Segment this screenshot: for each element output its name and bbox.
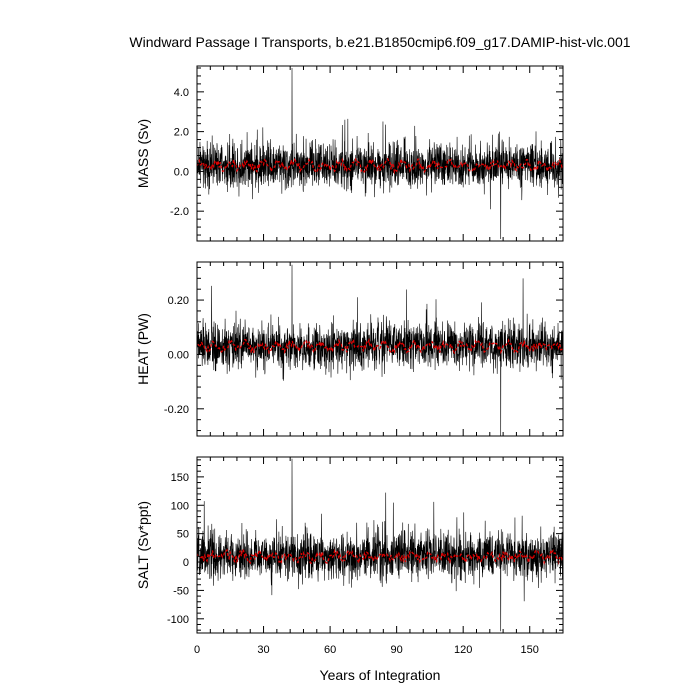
y-tick-label: -2.0	[170, 206, 189, 218]
monthly-series-line	[197, 67, 563, 240]
y-tick-label: -50	[173, 585, 189, 597]
y-tick-label: 100	[171, 500, 189, 512]
y-tick-label: 50	[177, 529, 189, 541]
x-tick-label: 0	[194, 644, 200, 656]
panel-frame	[196, 65, 564, 242]
y-tick-label: 0.00	[168, 349, 189, 361]
y-axis-label: MASS (Sv)	[135, 119, 151, 188]
salt-panel: -100 -50 0 50 100 150 0 30 60 90 120 150 SALT (Sv*pp…	[135, 456, 564, 656]
x-tick-label: 60	[324, 644, 336, 656]
monthly-series-line	[197, 458, 563, 632]
y-axis-label: SALT (Sv*ppt)	[135, 501, 151, 589]
y-tick-label: 4.0	[174, 87, 189, 99]
mass-panel: -2.0 0.0 2.0 4.0 MASS (Sv)	[135, 65, 564, 242]
y-tick-label: -0.20	[164, 404, 189, 416]
annual-mean-line	[197, 547, 563, 566]
x-axis-label: Years of Integration	[320, 667, 441, 683]
heat-panel: -0.20 0.00 0.20 HEAT (PW)	[135, 261, 564, 437]
y-tick-label: 2.0	[174, 127, 189, 139]
y-tick-label: 0	[183, 557, 189, 569]
panel-frame	[196, 261, 564, 437]
x-tick-label: 30	[257, 644, 269, 656]
chart-title: Windward Passage I Transports, b.e21.B18…	[129, 34, 630, 50]
y-axis-label: HEAT (PW)	[135, 313, 151, 385]
y-tick-label: -100	[167, 614, 189, 626]
x-tick-label: 120	[454, 644, 472, 656]
annual-mean-line	[197, 157, 563, 175]
y-tick-label: 150	[171, 472, 189, 484]
x-tick-label: 150	[521, 644, 539, 656]
x-tick-label: 90	[391, 644, 403, 656]
annual-mean-line	[197, 337, 563, 355]
monthly-series-line	[197, 264, 563, 436]
y-tick-label: 0.0	[174, 166, 189, 178]
y-tick-label: 0.20	[168, 295, 189, 307]
